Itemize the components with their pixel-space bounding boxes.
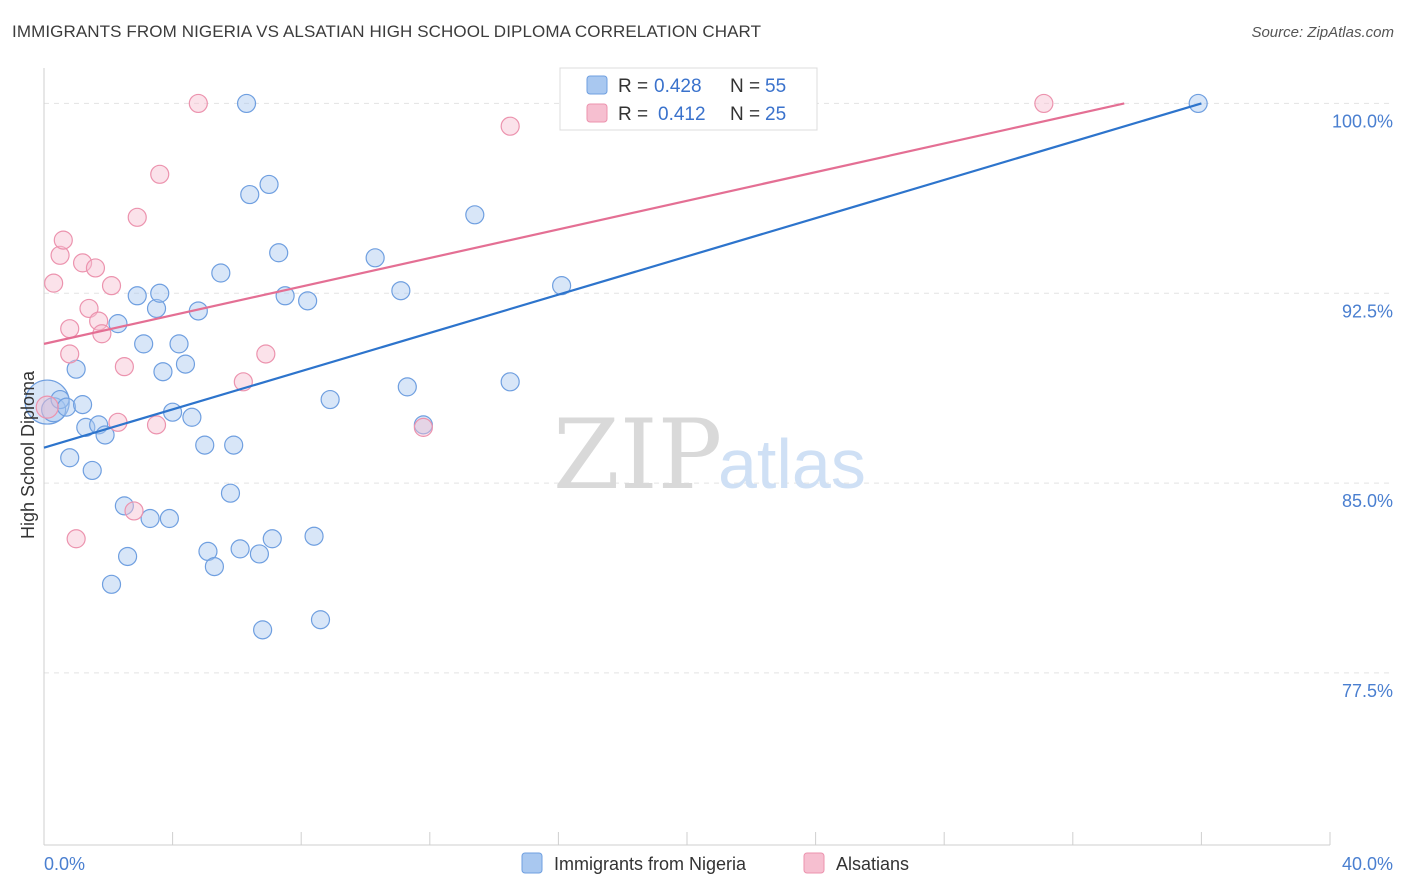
alsatian-point-17 [146,415,167,435]
legend-r-label-2: R = [618,104,648,125]
nigeria-point-45 [320,389,340,410]
nigeria-point-44 [310,610,331,630]
legend-n-value-2: 25 [765,104,786,125]
alsatian-point-18 [150,164,170,184]
nigeria-point-48 [397,377,417,397]
alsatian-point-9 [85,258,106,278]
legend-n-label-2: N = [730,104,760,125]
nigeria-point-46 [365,248,385,268]
legend-r-value-1: 0.428 [654,76,702,97]
nigeria-point-13 [114,496,134,516]
nigeria-point-19 [150,283,170,303]
data-points [24,93,1208,640]
watermark-zip: ZIP [553,399,722,511]
nigeria-point-6 [72,395,93,415]
alsatian-point-21 [256,344,276,364]
nigeria-point-15 [127,286,147,306]
alsatian-point-4 [60,319,80,339]
nigeria-point-42 [298,291,318,311]
legend-r-value-2: 0.412 [658,104,706,125]
y-tick-label-1: 92.5% [1342,301,1393,321]
x-tick-label-1: 40.0% [1342,854,1393,874]
alsatian-point-0 [35,395,59,419]
nigeria-point-36 [249,544,270,564]
nigeria-point-2 [50,389,70,410]
legend-r-label-1: R = [618,76,648,97]
alsatian-point-23 [500,116,520,136]
alsatian-point-22 [413,417,433,437]
alsatian-point-12 [101,276,122,296]
nigeria-point-37 [253,620,273,640]
nigeria-point-27 [195,435,215,455]
nigeria-point-24 [175,354,196,374]
nigeria-point-40 [269,243,289,263]
nigeria-point-31 [220,483,241,503]
alsatian-point-1 [44,273,64,293]
legend-box: R = 0.428 N = 55 R = 0.412 N = 25 [559,67,818,131]
legend-n-label-1: N = [730,76,760,97]
nigeria-point-51 [500,372,520,392]
x-tick-label-0: 0.0% [44,854,85,874]
y-axis-label: High School Diploma [18,370,38,539]
legend-n-value-1: 55 [765,76,786,97]
trend-lines [43,102,1202,449]
y-tick-label-0: 100.0% [1332,111,1393,131]
y-tick-label-2: 85.0% [1342,491,1393,511]
alsatian-point-19 [188,93,208,114]
nigeria-point-32 [224,435,244,455]
nigeria-point-29 [204,556,224,577]
nigeria-point-11 [101,574,122,594]
nigeria-point-34 [236,93,257,114]
alsatian-point-6 [66,529,86,549]
bottom-legend-swatch-nigeria [521,852,543,874]
nigeria-point-35 [240,184,260,205]
bottom-legend: Immigrants from Nigeria Alsatians [521,852,909,874]
nigeria-point-18 [146,298,167,319]
alsatian-point-7 [72,253,93,273]
axes: 100.0% 92.5% 85.0% 77.5% 0.0% 40.0% [43,68,1393,874]
alsatian-point-15 [127,207,147,227]
nigeria-point-4 [60,448,80,468]
nigeria-point-20 [153,362,173,382]
y-tick-label-3: 77.5% [1342,681,1393,701]
nigeria-point-43 [304,526,324,546]
bottom-legend-swatch-alsatians [803,852,825,874]
alsatian-point-3 [53,230,73,250]
nigeria-point-33 [230,539,250,559]
nigeria-point-14 [117,546,138,567]
nigeria-point-3 [56,397,77,417]
alsatian-point-10 [89,311,109,331]
nigeria-point-50 [465,205,485,225]
bottom-legend-label-alsatians: Alsatians [836,854,909,874]
alsatian-point-24 [1034,93,1054,114]
bottom-legend-label-nigeria: Immigrants from Nigeria [554,854,747,874]
source-label: Source: ZipAtlas.com [1251,24,1394,41]
legend-swatch-alsatians [586,103,608,123]
nigeria-point-25 [182,407,202,427]
nigeria-point-17 [140,508,160,529]
nigeria-point-30 [211,263,231,283]
alsatian-point-5 [60,344,80,364]
alsatian-point-11 [92,324,112,344]
alsatian-point-8 [79,298,99,319]
nigeria-point-8 [82,460,102,481]
watermark-atlas: atlas [718,425,866,503]
alsatian-point-2 [50,245,70,265]
watermark: ZIP atlas [553,399,866,511]
nigeria-point-23 [169,334,189,354]
nigeria-point-21 [159,508,179,529]
nigeria-point-38 [259,174,279,195]
alsatian-trend-line [43,102,1125,345]
chart-title: IMMIGRANTS FROM NIGERIA VS ALSATIAN HIGH… [12,22,762,41]
alsatian-point-16 [124,501,144,521]
alsatian-point-14 [114,357,134,377]
nigeria-trend-line [43,102,1202,449]
nigeria-point-47 [391,281,411,301]
nigeria-point-39 [262,529,282,549]
nigeria-point-16 [134,334,154,354]
legend-swatch-nigeria [586,75,608,95]
